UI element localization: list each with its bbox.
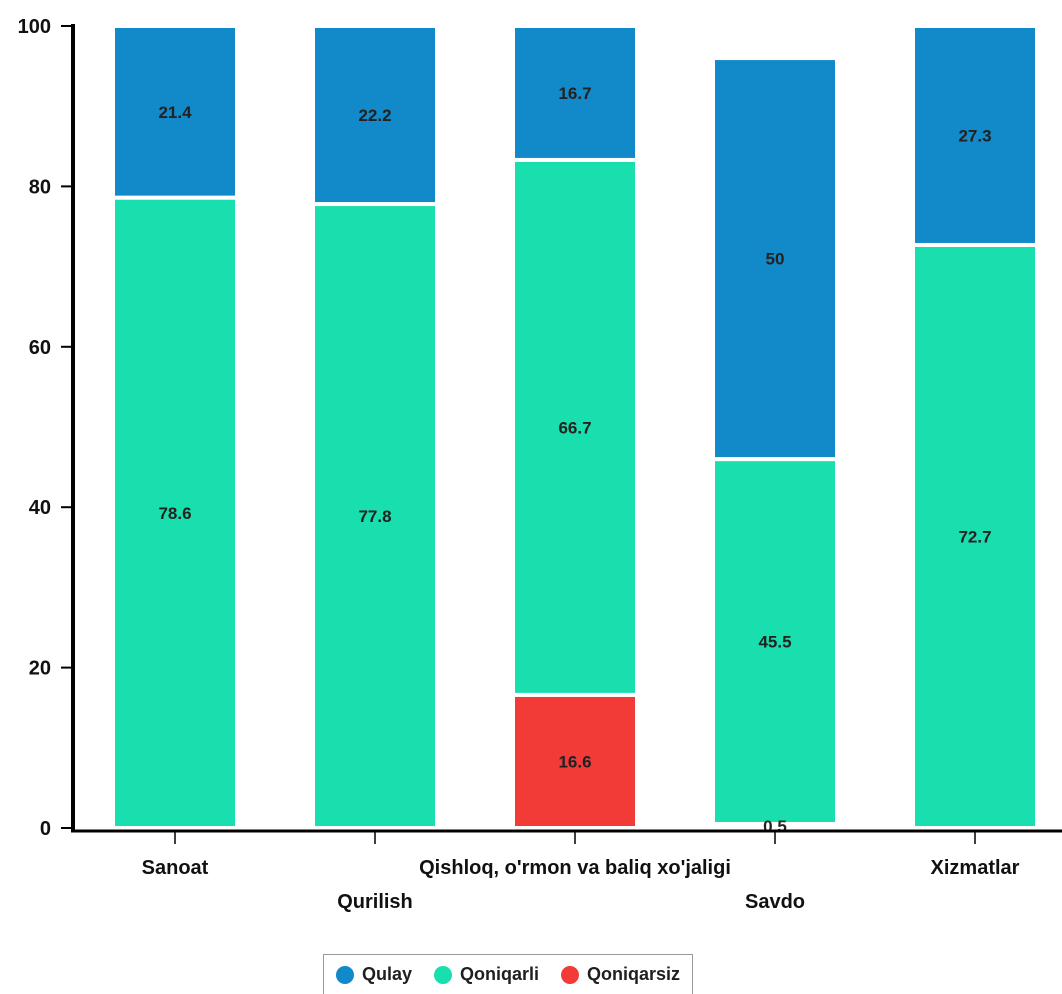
data-label-qoniqarli-xizmatlar: 72.7 [958,527,991,546]
data-label-qulay-qishloq-o-rmon-va-baliq-xo-jaligi: 16.7 [558,84,591,103]
y-tick-label-80: 80 [29,176,51,198]
chart-legend: Qulay Qoniqarli Qoniqarsiz [323,954,694,994]
x-tick-label-savdo: Savdo [745,891,805,913]
legend-item-qoniqarli[interactable]: Qoniqarli [434,964,539,985]
bar-segment-qoniqarsiz-qishloq-o-rmon-va-baliq-xo-jaligi [511,692,639,830]
y-tick-label-100: 100 [18,16,51,38]
data-label-qulay-xizmatlar: 27.3 [958,126,991,145]
x-tick-label-xizmatlar: Xizmatlar [931,857,1020,879]
data-label-qulay-qurilish: 22.2 [358,106,391,125]
x-tick-label-qurilish: Qurilish [337,891,413,913]
bar-segment-qulay-xizmatlar [911,24,1039,247]
data-label-qoniqarli-qurilish: 77.8 [358,507,391,526]
bar-segment-qoniqarli-sanoat [111,195,239,831]
y-tick-label-60: 60 [29,337,51,359]
legend-label-qulay: Qulay [362,964,413,984]
data-labels-layer: 78.621.477.822.216.666.716.70.545.55072.… [158,84,991,836]
data-label-qoniqarli-qishloq-o-rmon-va-baliq-xo-jaligi: 66.7 [558,418,591,437]
y-tick-label-20: 20 [29,658,51,680]
data-label-qoniqarli-savdo: 45.5 [758,633,791,652]
data-label-qulay-sanoat: 21.4 [158,103,192,122]
bar-segment-qulay-sanoat [111,24,239,200]
legend-swatch-qoniqarli [434,965,453,984]
bar-segment-qulay-qishloq-o-rmon-va-baliq-xo-jaligi [511,24,639,162]
legend-label-qoniqarsiz: Qoniqarsiz [587,964,681,984]
bar-segment-qulay-qurilish [311,24,439,207]
legend-label-qoniqarli: Qoniqarli [460,964,540,984]
y-tick-label-0: 0 [40,818,51,840]
bar-segment-qoniqarli-qishloq-o-rmon-va-baliq-xo-jaligi [511,157,639,697]
legend-item-qulay[interactable]: Qulay [336,964,412,985]
legend-item-qoniqarsiz[interactable]: Qoniqarsiz [561,964,680,985]
axes-layer: Sanoat Qurilish Qishloq, o'rmon va baliq x… [18,16,1062,913]
y-tick-label-40: 40 [29,497,51,519]
data-label-qoniqarsiz-qishloq-o-rmon-va-baliq-xo-jaligi: 16.6 [558,752,591,771]
bar-segment-qoniqarli-xizmatlar [911,242,1039,831]
x-tick-label-sanoat: Sanoat [142,857,209,879]
data-label-qulay-savdo: 50 [766,250,785,269]
bars-layer [111,24,1039,831]
x-tick-label-qishloq-o-rmon-va-baliq-xo-jaligi: Qishloq, o'rmon va baliq xo'jaligi [419,857,731,879]
bar-segment-qulay-savdo [711,56,839,462]
data-label-qoniqarli-sanoat: 78.6 [158,504,191,523]
legend-swatch-qulay [336,965,354,984]
legend-swatch-qoniqarsiz [561,965,580,984]
bar-segment-qoniqarli-savdo [711,457,839,826]
